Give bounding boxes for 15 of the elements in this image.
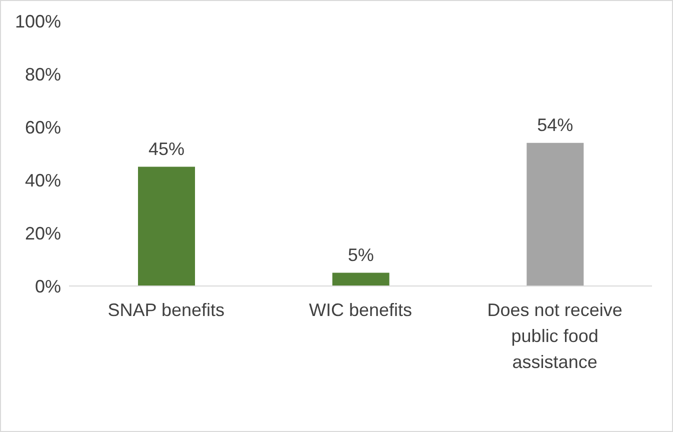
y-tick-label: 20% bbox=[24, 223, 61, 244]
data-label: 54% bbox=[537, 114, 574, 135]
bar bbox=[138, 166, 195, 286]
bar bbox=[332, 272, 390, 286]
y-tick-label: 40% bbox=[24, 170, 61, 190]
data-label: 5% bbox=[348, 244, 374, 265]
x-tick-label: Does not receive public food assistance bbox=[487, 300, 622, 372]
y-tick-label: 80% bbox=[24, 64, 61, 84]
data-label: 45% bbox=[148, 138, 185, 159]
x-tick-label: SNAP benefits bbox=[108, 300, 225, 320]
y-tick-label: 0% bbox=[34, 276, 61, 296]
bar bbox=[526, 142, 584, 286]
y-tick-label: 100% bbox=[14, 11, 61, 32]
y-tick-label: 60% bbox=[24, 117, 61, 138]
x-tick-label: WIC benefits bbox=[308, 300, 412, 320]
